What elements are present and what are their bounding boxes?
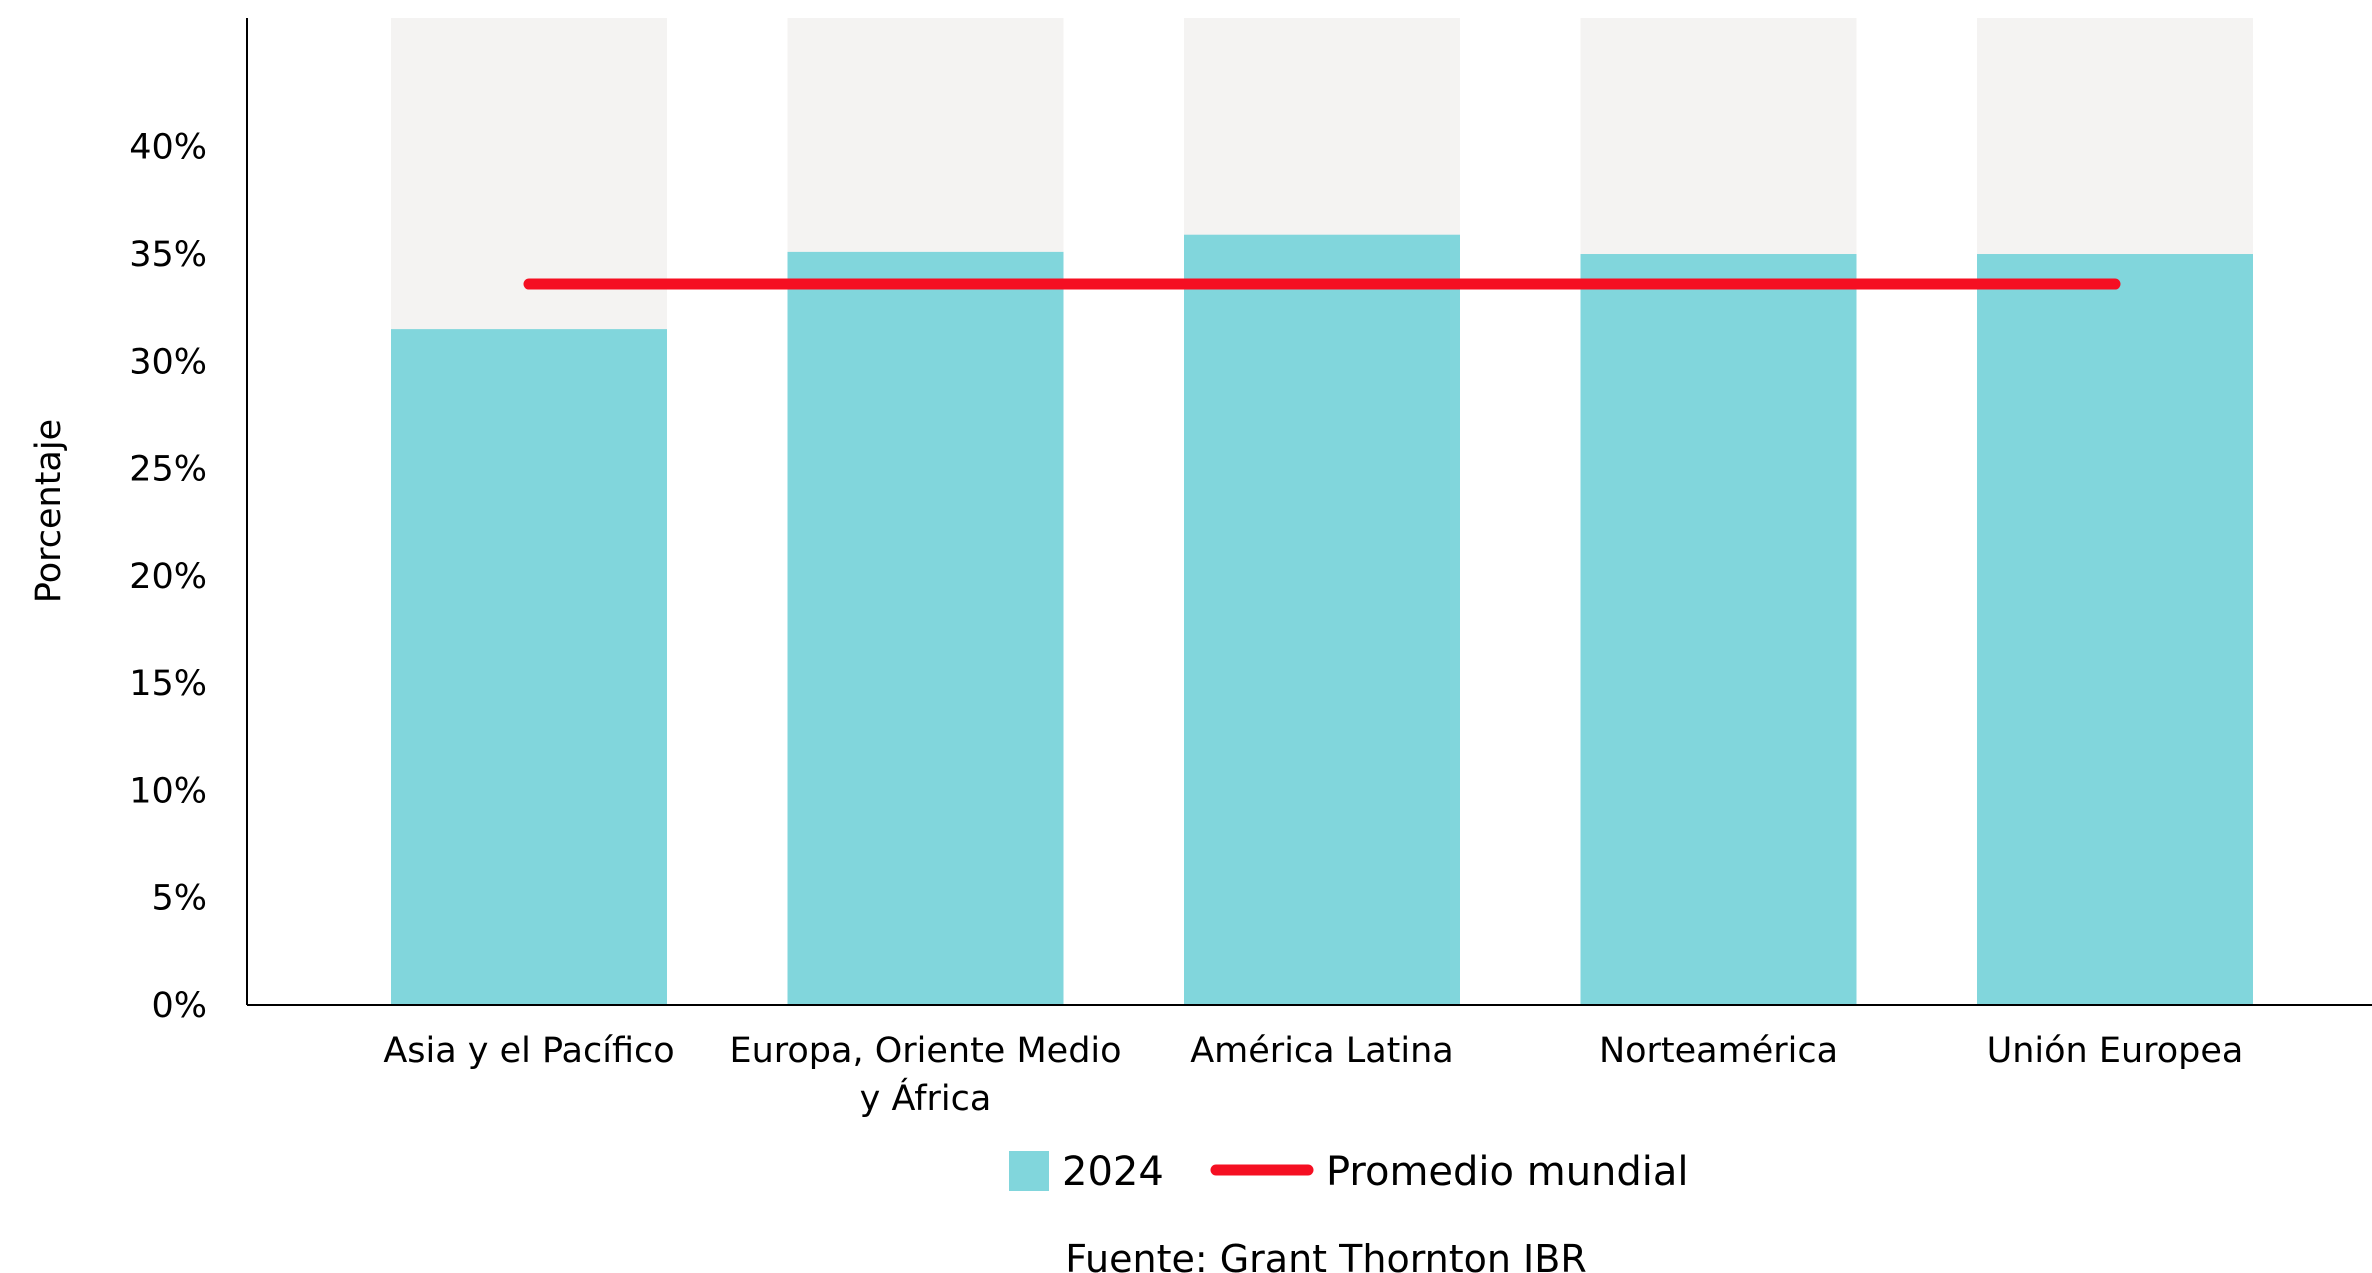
category-labels: Asia y el Pacífico Europa, Oriente Medio y… <box>383 1031 2243 1119</box>
y-tick-label-4: 20% <box>129 557 207 597</box>
y-tick-labels: 0% 5% 10% 15% 20% 25% 30% 35% 40% <box>129 128 207 1026</box>
y-axis-label: Porcentaje <box>29 419 69 603</box>
source-note: Fuente: Grant Thornton IBR <box>1065 1237 1586 1273</box>
legend-swatch-2024 <box>1009 1151 1049 1191</box>
bar-0 <box>391 329 667 1005</box>
y-tick-label-6: 30% <box>129 342 207 382</box>
y-tick-label-2: 10% <box>129 771 207 811</box>
data-bars <box>391 234 2253 1006</box>
y-tick-label-0: 0% <box>151 986 207 1026</box>
y-tick-label-1: 5% <box>151 879 207 919</box>
y-tick-label-8: 40% <box>129 128 207 168</box>
y-tick-label-3: 15% <box>129 664 207 704</box>
bar-1 <box>787 251 1064 1005</box>
legend-label-2024: 2024 <box>1062 1149 1164 1195</box>
y-tick-label-5: 25% <box>129 450 207 490</box>
category-label-1-line-1: y África <box>860 1077 992 1119</box>
category-label-3-line-0: Norteamérica <box>1599 1031 1838 1071</box>
bar-4 <box>1977 254 2253 1006</box>
bar-3 <box>1580 254 1857 1006</box>
y-tick-label-7: 35% <box>129 235 207 275</box>
category-label-0-line-0: Asia y el Pacífico <box>383 1031 674 1071</box>
bar-2 <box>1184 234 1460 1005</box>
category-label-4-line-0: Unión Europea <box>1987 1031 2244 1071</box>
category-label-2-line-0: América Latina <box>1190 1031 1454 1071</box>
category-label-1-line-0: Europa, Oriente Medio <box>729 1031 1121 1071</box>
legend-label-promedio: Promedio mundial <box>1326 1149 1689 1195</box>
legend: 2024 Promedio mundial <box>1009 1149 1689 1195</box>
